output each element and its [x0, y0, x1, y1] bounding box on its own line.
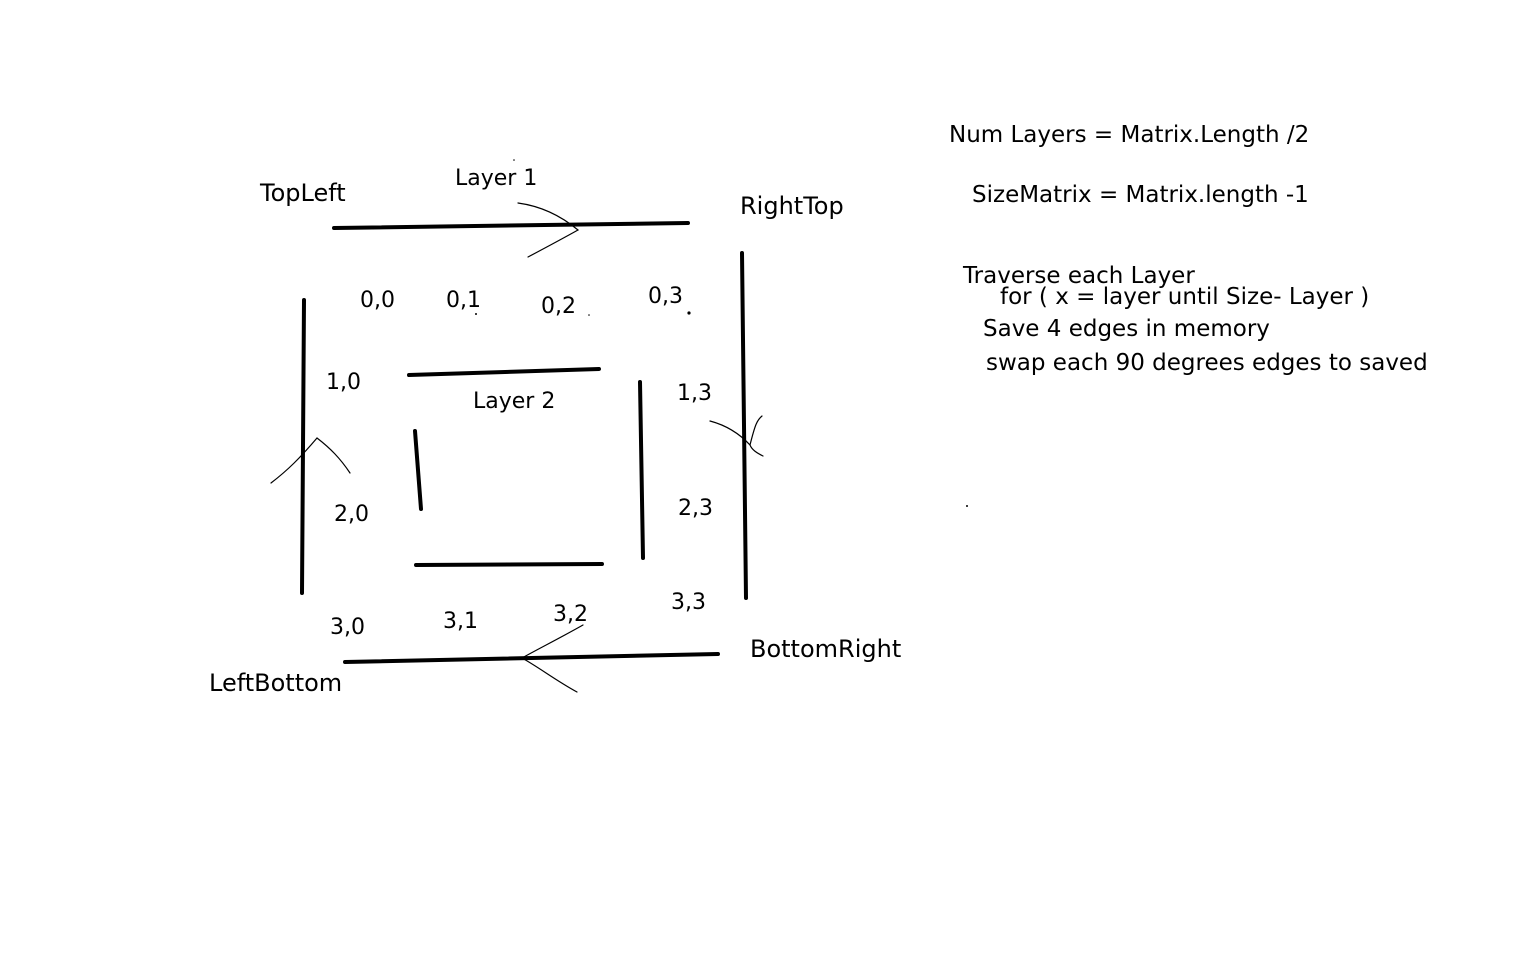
corner-label-top-left: TopLeft — [260, 179, 346, 207]
layer-label-outer: Layer 1 — [455, 166, 538, 191]
corner-label-right-top: RightTop — [740, 192, 844, 220]
note-num-layers: Num Layers = Matrix.Length /2 — [949, 122, 1310, 148]
outer-left-edge — [300, 298, 306, 595]
rotation-arrows — [270, 202, 764, 693]
outer-layer-edges — [300, 221, 748, 664]
note-traverse: Traverse each Layer — [963, 263, 1195, 289]
cell-label: 3,2 — [553, 602, 588, 627]
cell-label: 3,0 — [330, 615, 365, 640]
arrow-bottom-icon — [520, 624, 584, 693]
outer-top-edge — [332, 221, 690, 230]
note-swap-edges: swap each 90 degrees edges to saved — [986, 350, 1428, 376]
inner-top-edge — [407, 367, 601, 377]
inner-bottom-edge — [414, 562, 604, 567]
note-size-matrix: SizeMatrix = Matrix.length -1 — [972, 182, 1309, 208]
note-save-edges: Save 4 edges in memory — [983, 316, 1270, 342]
cell-label: 0,1 — [446, 288, 481, 313]
outer-bottom-edge — [343, 652, 720, 664]
corner-label-left-bottom: LeftBottom — [209, 669, 343, 697]
corner-label-bottom-right: BottomRight — [750, 635, 902, 663]
layer-label-inner: Layer 2 — [473, 389, 556, 414]
cell-label: 3,3 — [671, 590, 706, 615]
inner-right-edge — [638, 380, 645, 560]
cell-label: 0,2 — [541, 294, 576, 319]
stray-dot — [513, 159, 515, 161]
outer-right-edge — [740, 251, 748, 600]
cell-label: 2,3 — [678, 496, 713, 521]
inner-layer-edges — [407, 367, 645, 567]
arrow-right-icon — [709, 415, 764, 457]
cell-label: 0,3 — [648, 284, 683, 309]
cell-label: 1,3 — [677, 381, 712, 406]
stray-marks — [475, 159, 968, 507]
cell-label: 1,0 — [326, 370, 361, 395]
cell-label: 3,1 — [443, 609, 478, 634]
stray-dot — [475, 313, 477, 315]
arrow-left-icon — [270, 437, 351, 484]
stray-dot — [687, 311, 691, 315]
arrow-top-icon — [517, 202, 580, 258]
cell-label: 0,0 — [360, 288, 395, 313]
inner-left-edge — [413, 429, 423, 511]
stray-dot — [966, 505, 968, 507]
note-for-loop: for ( x = layer until Size- Layer ) — [1000, 284, 1370, 310]
stray-dot — [588, 314, 590, 316]
cell-label: 2,0 — [334, 502, 369, 527]
